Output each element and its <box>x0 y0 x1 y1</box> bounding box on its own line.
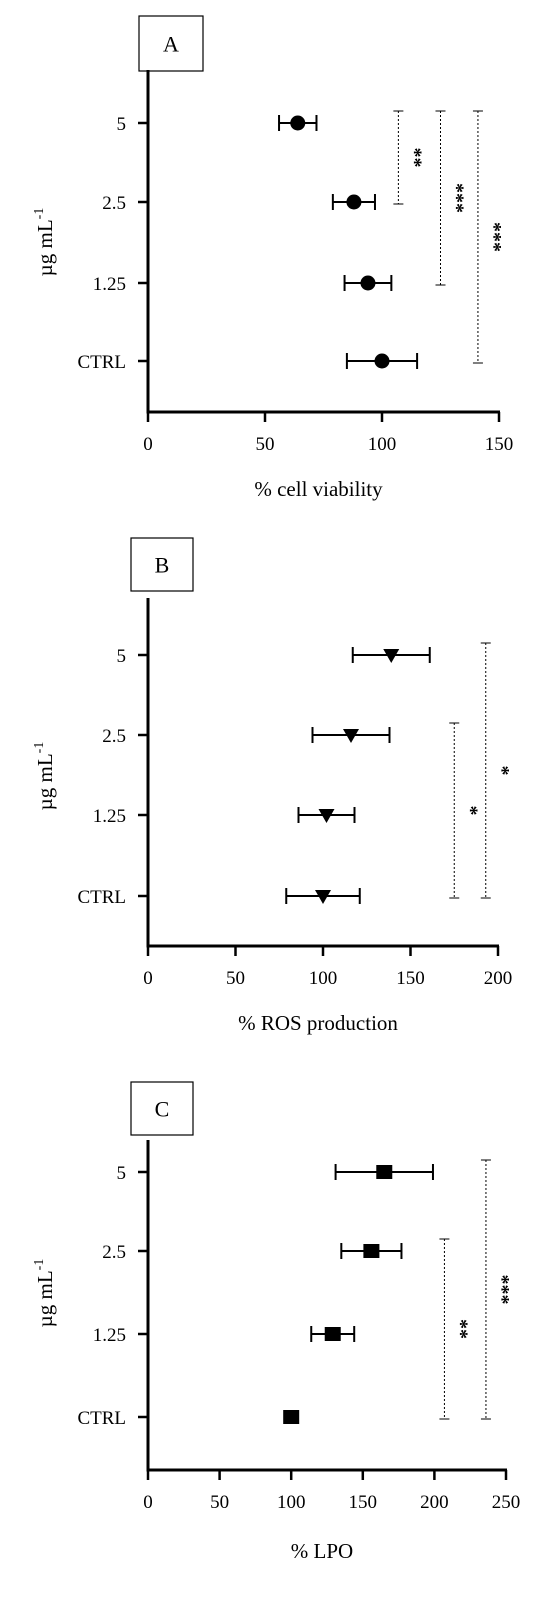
significance-bracket: * <box>449 722 481 899</box>
x-tick-label: 50 <box>256 434 275 455</box>
significance-bracket: *** <box>435 110 468 286</box>
marker-square <box>283 1410 300 1424</box>
panel-label: B <box>155 553 170 578</box>
marker-circle <box>374 353 390 369</box>
x-tick-label: 100 <box>368 434 397 455</box>
y-axis-title: µg mL-1 <box>32 742 57 811</box>
x-axis-title: % LPO <box>291 1539 353 1563</box>
significance-label: *** <box>483 222 505 252</box>
data-point <box>340 1243 403 1259</box>
panel-label-box <box>130 1081 194 1136</box>
x-tick-label: 100 <box>309 968 338 989</box>
y-tick-label: 2.5 <box>102 1242 126 1263</box>
x-tick-label: 50 <box>226 968 245 989</box>
data-point <box>343 275 393 291</box>
y-tick-label: 1.25 <box>93 1325 126 1346</box>
significance-label: *** <box>446 183 468 213</box>
x-tick-label: 150 <box>396 968 425 989</box>
y-tick-label: 1.25 <box>93 274 126 295</box>
x-tick-label: 0 <box>143 1492 153 1513</box>
marker-triangle <box>318 809 335 823</box>
x-tick-label: 0 <box>143 968 153 989</box>
marker-triangle <box>343 729 359 743</box>
x-tick-label: 0 <box>143 434 153 455</box>
marker-triangle <box>383 649 400 663</box>
data-point <box>297 807 356 823</box>
significance-bracket: * <box>480 642 513 899</box>
marker-circle <box>360 275 376 291</box>
data-point <box>278 115 318 131</box>
x-tick-label: 200 <box>484 968 513 989</box>
x-tick-label: 200 <box>420 1492 449 1513</box>
significance-label: * <box>491 766 513 776</box>
y-tick-label: 2.5 <box>102 193 126 214</box>
data-point <box>310 1326 356 1342</box>
marker-square <box>324 1327 341 1341</box>
x-tick-label: 150 <box>349 1492 378 1513</box>
y-tick-label: 5 <box>117 114 127 135</box>
y-tick-label: CTRL <box>77 352 126 373</box>
y-tick-label: 1.25 <box>93 806 126 827</box>
y-tick-label: CTRL <box>77 1408 126 1429</box>
x-tick-label: 100 <box>277 1492 306 1513</box>
significance-label: *** <box>491 1275 513 1305</box>
panel-label: C <box>155 1097 170 1122</box>
panel-a: A 0 50 100 150 CTRL 1.25 2.5 5 % cell viability µg… <box>32 15 514 501</box>
significance-label: * <box>459 806 481 816</box>
data-point <box>283 1410 300 1424</box>
marker-square <box>376 1165 393 1179</box>
y-axis-title: µg mL-1 <box>32 1259 57 1328</box>
x-axis-title: % cell viability <box>254 477 383 501</box>
significance-bracket: *** <box>472 110 505 364</box>
significance-bracket: ** <box>439 1238 471 1420</box>
panel-label-box <box>138 15 204 72</box>
significance-bracket: *** <box>480 1159 513 1420</box>
data-point <box>331 194 376 210</box>
panel-c: C 0 50 100 150 200 250 CTRL 1.25 2.5 5 % LPO µg mL-1… <box>32 1081 521 1563</box>
x-tick-label: 250 <box>492 1492 521 1513</box>
marker-square <box>363 1244 380 1258</box>
data-point <box>345 353 419 369</box>
y-tick-label: CTRL <box>77 887 126 908</box>
data-point <box>311 727 391 743</box>
marker-triangle <box>315 890 331 904</box>
y-tick-label: 2.5 <box>102 726 126 747</box>
panel-b: B 0 50 100 150 200 CTRL 1.25 2.5 5 % ROS productio… <box>32 537 513 1035</box>
x-tick-label: 150 <box>485 434 514 455</box>
significance-label: ** <box>449 1319 471 1339</box>
y-tick-label: 5 <box>117 1163 127 1184</box>
panel-label-box <box>130 537 194 592</box>
significance-bracket: ** <box>393 110 425 205</box>
data-point <box>334 1164 434 1180</box>
significance-label: ** <box>403 148 425 168</box>
data-point <box>351 647 431 663</box>
marker-circle <box>290 115 306 131</box>
x-tick-label: 50 <box>210 1492 229 1513</box>
x-axis-title: % ROS production <box>238 1011 398 1035</box>
panel-label: A <box>163 32 179 57</box>
y-tick-label: 5 <box>117 646 127 667</box>
marker-circle <box>346 194 362 210</box>
y-axis-title: µg mL-1 <box>32 208 57 277</box>
data-point <box>285 888 361 904</box>
